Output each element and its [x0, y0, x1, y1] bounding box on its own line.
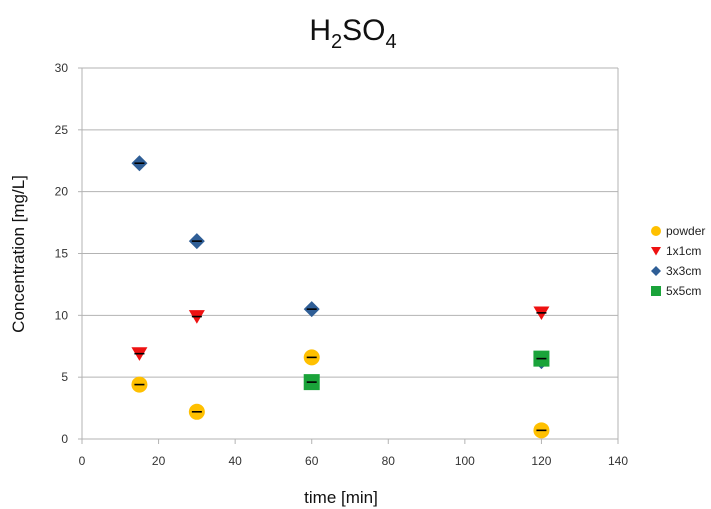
x-tick-label: 100 [455, 454, 475, 468]
gridlines [82, 67, 618, 440]
legend-marker-powder [651, 226, 661, 236]
y-tick-labels: 0 5 10 15 20 25 30 [55, 61, 69, 446]
y-tick-label: 20 [55, 185, 69, 199]
legend-marker-3x3cm [651, 266, 661, 276]
legend-label-3x3cm: 3x3cm [666, 264, 701, 278]
axes [78, 67, 619, 444]
x-tick-label: 80 [382, 454, 396, 468]
legend-label-powder: powder [666, 224, 705, 238]
y-tick-label: 5 [61, 370, 68, 384]
y-tick-label: 25 [55, 123, 69, 137]
x-tick-label: 0 [79, 454, 86, 468]
x-axis-label: time [min] [304, 488, 378, 507]
title-middle: SO [342, 14, 385, 47]
x-tick-label: 60 [305, 454, 319, 468]
title-subscript-2: 2 [331, 31, 342, 53]
y-tick-label: 0 [61, 432, 68, 446]
y-tick-label: 15 [55, 247, 69, 261]
y-axis-label: Concentration [mg/L] [9, 175, 28, 333]
x-tick-label: 20 [152, 454, 166, 468]
x-tick-labels: 0 20 40 60 80 100 120 140 [79, 454, 629, 468]
title-main: H [309, 14, 331, 47]
chart-title: H2SO4 [309, 14, 396, 53]
legend-label-1x1cm: 1x1cm [666, 244, 701, 258]
title-subscript-4: 4 [386, 31, 397, 53]
legend: powder 1x1cm 3x3cm 5x5cm [651, 224, 705, 298]
legend-marker-5x5cm [651, 286, 661, 296]
y-tick-label: 30 [55, 61, 69, 75]
data-points [131, 155, 550, 439]
x-tick-label: 120 [531, 454, 551, 468]
x-tick-label: 140 [608, 454, 628, 468]
legend-label-5x5cm: 5x5cm [666, 284, 701, 298]
x-tick-label: 40 [228, 454, 242, 468]
legend-marker-1x1cm [651, 247, 661, 256]
y-tick-label: 10 [55, 308, 69, 322]
